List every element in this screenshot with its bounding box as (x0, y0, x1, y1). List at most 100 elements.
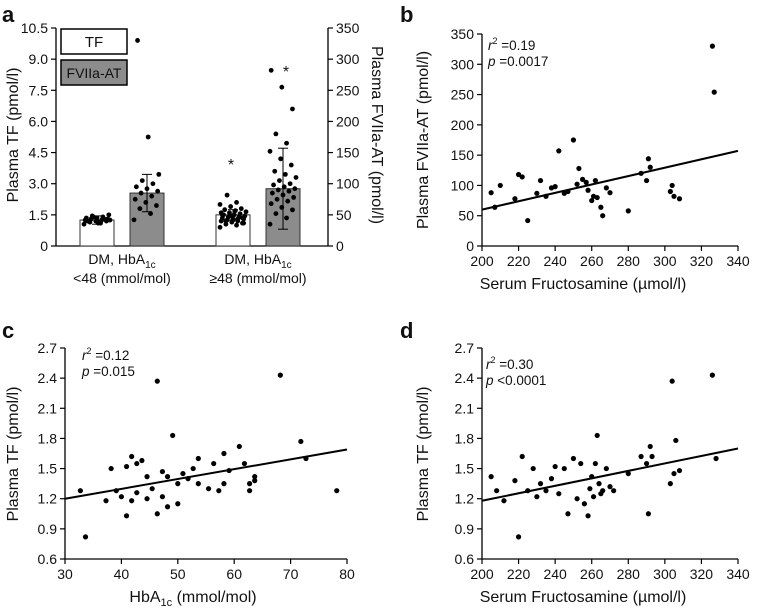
panel-d-data-point (667, 481, 673, 487)
panel-d-regression-line (481, 447, 739, 502)
data-point (135, 38, 140, 43)
panel-a-legend: TF FVIIa-AT (60, 28, 128, 86)
data-point (291, 195, 297, 200)
panel-c-data-point (252, 478, 258, 484)
panel-b-data-point (592, 177, 598, 184)
panel-b-data-point (574, 181, 580, 187)
panel-d-data-point (600, 488, 606, 494)
panel-d-data-point (669, 378, 675, 384)
panel-c-data-point (180, 470, 186, 477)
panel-d-data-point (543, 488, 549, 494)
panel-a-bars (79, 147, 301, 247)
panel-b-data-point (676, 196, 683, 202)
data-point (290, 207, 295, 213)
panel-b-data-point (552, 184, 558, 190)
panel-c-data-point (185, 476, 191, 482)
panel-c-data-point (334, 488, 340, 494)
panel-b-p-stat: p =0.0017 (487, 54, 548, 69)
panel-c-data-point (303, 455, 309, 462)
data-point (223, 218, 229, 224)
panel-c-ytick-label: 2.4 (38, 370, 58, 386)
data-point (281, 184, 287, 190)
data-point (272, 168, 278, 174)
panel-c-data-point (149, 486, 155, 492)
panel-a: a Plasma TF (pmol/l) Plasma FVIIa-AT (pm… (2, 2, 385, 286)
data-point (106, 212, 112, 218)
panel-c-ytick-label: 1.8 (38, 430, 58, 446)
panel-a-points (81, 38, 299, 230)
panel-d-xtick-label: 260 (580, 566, 604, 582)
panel-c-xtick-label: 40 (114, 566, 130, 582)
panel-d-xlabel: Serum Fructosamine (µmol/l) (480, 589, 687, 606)
panel-c-data-point (154, 511, 160, 517)
panel-c-data-point (134, 460, 140, 467)
data-point (131, 217, 137, 223)
panel-c-data-point (159, 494, 166, 500)
legend-swatch-tf (60, 28, 128, 55)
data-point (219, 212, 225, 218)
panel-b-data-point (589, 197, 595, 204)
panel-d-data-point (587, 486, 593, 492)
panel-a-ytick-label-left: 10.5 (21, 20, 48, 36)
panel-d-data-point (603, 465, 609, 472)
data-point (277, 178, 282, 184)
panel-a-ytick-label-left: 1.5 (29, 207, 49, 223)
panel-b-data-point (534, 190, 540, 196)
panel-b-data-point (667, 188, 673, 195)
panel-b-ytick-label: 150 (451, 147, 475, 163)
panel-d-data-point (534, 494, 540, 500)
panel-c-data-point (175, 481, 181, 487)
data-point (91, 214, 96, 220)
panel-d: d Plasma TF (pmol/l) Serum Fructosamine … (400, 318, 750, 606)
panel-c-data-point (164, 474, 171, 480)
panel-b-data-point (579, 176, 586, 182)
panel-b-xtick-label: 220 (507, 253, 531, 269)
panel-c-data-point (164, 504, 171, 510)
panel-b-data-point (543, 193, 549, 199)
panel-b-data-point (709, 43, 716, 49)
panel-c-data-point (246, 481, 253, 487)
data-point (275, 187, 281, 193)
panel-c-data-point (221, 450, 227, 457)
panel-b-ytick-label: 300 (451, 56, 475, 72)
panel-d-data-point (709, 372, 716, 378)
panel-c-data-point (144, 496, 150, 502)
panel-d-data-point (649, 453, 655, 460)
data-point (243, 209, 249, 215)
panel-b-data-point (556, 148, 562, 154)
data-point (145, 134, 151, 140)
data-point (238, 206, 244, 212)
panel-d-data-point (578, 460, 584, 467)
panel-b-data-point (488, 190, 494, 196)
panel-d-p-stat: p <0.0001 (485, 373, 546, 388)
panel-label-c: c (2, 318, 14, 343)
panel-c-data-point (195, 455, 201, 462)
panel-c-ytick-label: 2.7 (38, 340, 58, 356)
panel-d-data-point (530, 465, 536, 472)
data-point (217, 224, 223, 230)
panel-c-data-point (216, 488, 222, 494)
category-label-1-line1: DM, HbA1c (88, 251, 155, 271)
data-point (268, 67, 274, 73)
data-point (150, 181, 156, 187)
panel-d-data-point (570, 455, 577, 462)
panel-d-data-point (515, 534, 522, 540)
panel-a-ytick-label-left: 6.0 (29, 113, 49, 129)
data-point (139, 178, 145, 184)
panel-d-xtick-label: 200 (470, 566, 494, 582)
data-point (235, 216, 241, 222)
panel-b-ytick-label: 250 (451, 87, 475, 103)
panel-b-data-point (583, 179, 589, 185)
panel-d-data-point (594, 432, 600, 439)
panel-c-plot: 0.6 0.9 1.2 1.5 1.8 2.1 2.4 2.7 30 40 50 60 70 80 (38, 340, 355, 582)
data-point (286, 188, 292, 194)
panel-b-r2-stat: r2 =0.19 (488, 36, 535, 53)
panel-d-data-point (638, 453, 644, 460)
data-point (228, 204, 234, 209)
data-point (149, 193, 155, 199)
panel-b-xtick-label: 260 (580, 253, 604, 269)
panel-b-data-point (607, 190, 613, 196)
data-point (148, 211, 153, 217)
panel-d-data-point (525, 488, 531, 494)
